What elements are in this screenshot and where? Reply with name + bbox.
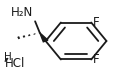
Text: H: H xyxy=(4,52,11,62)
Text: HCl: HCl xyxy=(5,57,25,70)
Polygon shape xyxy=(40,33,48,42)
Text: F: F xyxy=(93,16,100,29)
Text: H₂N: H₂N xyxy=(11,6,33,19)
Text: F: F xyxy=(93,53,100,66)
